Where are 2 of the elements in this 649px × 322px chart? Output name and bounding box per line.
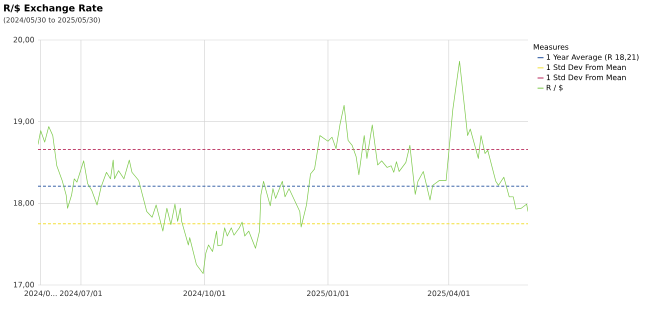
- chart-title: R/$ Exchange Rate: [4, 4, 103, 14]
- line-series: [38, 60, 528, 274]
